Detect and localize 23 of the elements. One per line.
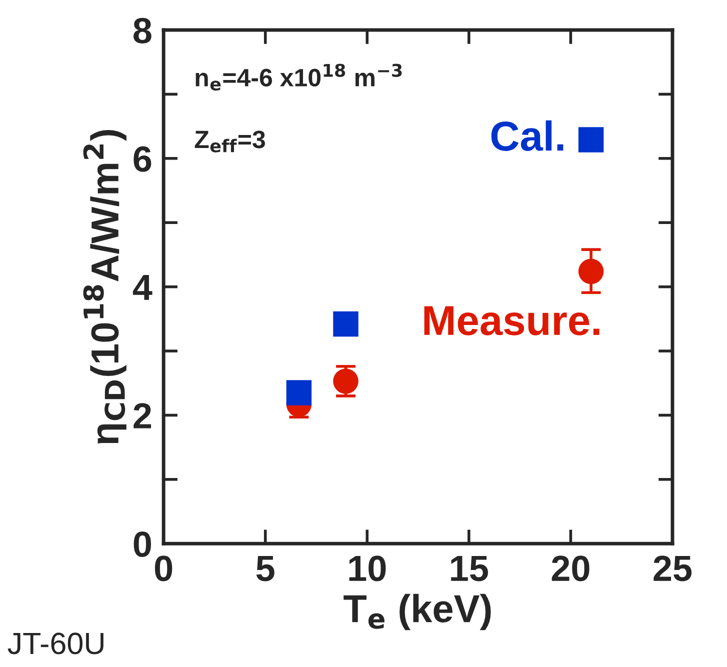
x-tick-label: 0 bbox=[154, 556, 172, 582]
text: JT-60U bbox=[8, 632, 104, 654]
x-tick-label: 15 bbox=[451, 556, 488, 582]
y-tick-label: 0 bbox=[134, 531, 151, 558]
y-axis-title: η$_{CD}$(10$^{18}$A/W/m$^{2}$) bbox=[83, 130, 126, 444]
annotation: Z$_{eff}$=3 bbox=[194, 130, 265, 152]
y-tick-label: 6 bbox=[134, 146, 152, 172]
x-tick-label: 25 bbox=[654, 556, 692, 582]
series-label: Measure. bbox=[424, 306, 600, 336]
x-tick-label: 20 bbox=[552, 556, 590, 582]
point bbox=[333, 368, 358, 394]
y-tick-label: 8 bbox=[134, 18, 152, 44]
x-axis-title: T$_{e}$ (keV) bbox=[344, 594, 491, 630]
annotation: n$_{e}$=4-6 x10$^{18}$ m$^{−3}$ bbox=[196, 64, 402, 91]
x-tick-label: 10 bbox=[349, 556, 386, 582]
point bbox=[578, 258, 604, 284]
x-tick-label: 5 bbox=[256, 556, 274, 582]
point bbox=[286, 380, 312, 406]
y-tick-label: 2 bbox=[134, 403, 152, 428]
y-tick-label: 4 bbox=[132, 275, 152, 300]
point bbox=[578, 127, 604, 152]
series-label: Cal. bbox=[491, 120, 564, 151]
point bbox=[333, 311, 358, 337]
